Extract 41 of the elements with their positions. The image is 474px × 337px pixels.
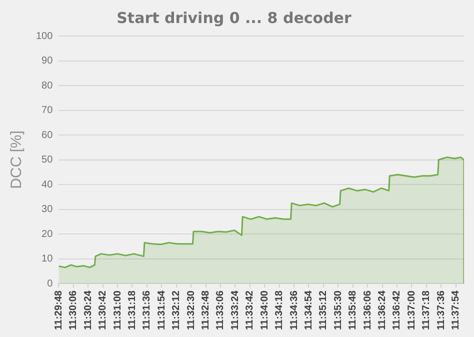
x-tick-label: 11:32:48 bbox=[200, 290, 212, 330]
x-tick-label: 11:37:00 bbox=[406, 290, 418, 330]
y-tick-label: 30 bbox=[42, 204, 54, 216]
x-tick-label: 11:37:18 bbox=[421, 290, 432, 330]
x-tick-label: 11:31:36 bbox=[142, 290, 153, 330]
y-tick-label: 50 bbox=[42, 154, 54, 166]
x-tick-label: 11:29:48 bbox=[53, 290, 64, 330]
x-tick-label: 11:30:42 bbox=[98, 290, 109, 330]
x-tick-label: 11:32:30 bbox=[186, 290, 197, 330]
x-tick-label: 11:37:54 bbox=[450, 290, 462, 330]
x-tick-label: 11:33:42 bbox=[244, 290, 256, 330]
x-tick-label: 11:31:54 bbox=[156, 290, 168, 330]
y-tick-label: 40 bbox=[42, 179, 54, 190]
y-tick-label: 70 bbox=[42, 105, 54, 116]
x-tick-label: 11:35:48 bbox=[348, 290, 359, 330]
x-tick-label: 11:30:24 bbox=[82, 290, 94, 330]
y-tick-label: 100 bbox=[36, 30, 54, 42]
x-tick-label: 11:34:00 bbox=[259, 290, 270, 330]
x-tick-label: 11:30:06 bbox=[68, 290, 80, 330]
x-tick-label: 11:35:12 bbox=[318, 290, 330, 330]
x-tick-label: 11:34:54 bbox=[303, 290, 314, 330]
chart-title: Start driving 0 ... 8 decoder bbox=[116, 8, 352, 27]
x-tick-label: 11:36:24 bbox=[377, 290, 388, 330]
y-tick-label: 80 bbox=[42, 80, 54, 92]
x-tick-label: 11:33:06 bbox=[215, 290, 226, 330]
x-tick-label: 11:36:42 bbox=[392, 290, 403, 330]
x-tick-label: 11:33:24 bbox=[230, 290, 241, 330]
y-axis-title: DCC [%] bbox=[8, 130, 26, 189]
y-tick-label: 60 bbox=[42, 130, 54, 141]
x-tick-label: 11:34:36 bbox=[288, 290, 300, 330]
y-tick-label: 10 bbox=[42, 254, 54, 265]
x-tick-label: 11:31:00 bbox=[112, 290, 124, 330]
x-tick-label: 11:37:36 bbox=[436, 290, 447, 330]
x-tick-label: 11:34:18 bbox=[274, 290, 286, 330]
x-tick-label: 11:31:18 bbox=[126, 290, 138, 330]
x-tick-label: 11:36:06 bbox=[362, 290, 374, 330]
x-tick-label: 11:35:30 bbox=[332, 290, 344, 330]
x-tick-label: 11:32:12 bbox=[171, 290, 182, 330]
y-tick-label: 90 bbox=[42, 56, 54, 66]
y-tick-label: 20 bbox=[42, 228, 54, 240]
y-tick-label: 0 bbox=[47, 278, 54, 290]
